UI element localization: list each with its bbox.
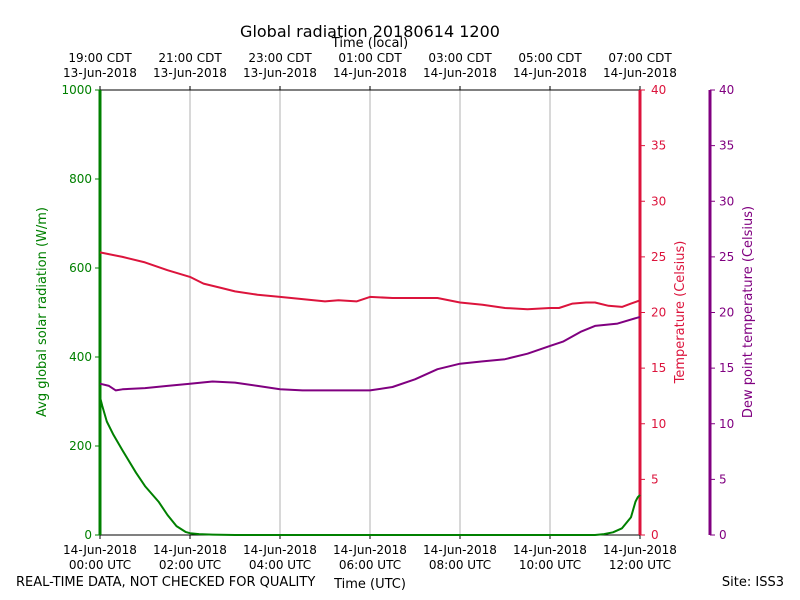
top-tick-label: 23:00 CDT [248, 51, 312, 65]
temperature-tick-label: 0 [651, 528, 659, 542]
x-axis-label: Time (UTC) [333, 577, 406, 592]
x-tick-label: 10:00 UTC [519, 558, 581, 572]
chart-title: Global radiation 20180614 1200 [240, 22, 500, 41]
top-tick-label: 13-Jun-2018 [63, 66, 137, 80]
top-tick-label: 03:00 CDT [428, 51, 492, 65]
site-label: Site: ISS3 [721, 575, 784, 590]
top-axis-label: Time (local) [331, 36, 408, 51]
x-tick-label: 14-Jun-2018 [603, 543, 677, 557]
left-tick-label: 1000 [61, 83, 92, 97]
data-quality-note: REAL-TIME DATA, NOT CHECKED FOR QUALITY [16, 575, 316, 590]
dewpoint-tick-label: 40 [719, 83, 734, 97]
right1-series-line [99, 251, 641, 311]
x-tick-label: 08:00 UTC [429, 558, 491, 572]
top-tick-label: 14-Jun-2018 [513, 66, 587, 80]
top-tick-label: 13-Jun-2018 [243, 66, 317, 80]
x-tick-label: 02:00 UTC [159, 558, 221, 572]
top-tick-label: 19:00 CDT [68, 51, 132, 65]
dewpoint-tick-label: 30 [719, 194, 734, 208]
temperature-tick-label: 40 [651, 83, 666, 97]
dewpoint-tick-label: 35 [719, 139, 734, 153]
left-series-line [99, 396, 641, 536]
dewpoint-tick-label: 5 [719, 472, 727, 486]
temperature-tick-label: 20 [651, 306, 666, 320]
left-tick-label: 600 [69, 261, 92, 275]
top-tick-label: 14-Jun-2018 [423, 66, 497, 80]
x-tick-label: 14-Jun-2018 [423, 543, 497, 557]
x-tick-label: 14-Jun-2018 [513, 543, 587, 557]
x-tick-label: 04:00 UTC [249, 558, 311, 572]
x-tick-label: 06:00 UTC [339, 558, 401, 572]
top-tick-label: 05:00 CDT [518, 51, 582, 65]
x-tick-label: 14-Jun-2018 [333, 543, 407, 557]
top-tick-label: 21:00 CDT [158, 51, 222, 65]
dewpoint-tick-label: 15 [719, 361, 734, 375]
left-tick-label: 200 [69, 439, 92, 453]
dewpoint-tick-label: 20 [719, 306, 734, 320]
left-tick-label: 0 [84, 528, 92, 542]
temperature-tick-label: 25 [651, 250, 666, 264]
temperature-tick-label: 5 [651, 472, 659, 486]
temperature-axis-label: Temperature (Celsius) [673, 241, 688, 385]
x-tick-label: 14-Jun-2018 [243, 543, 317, 557]
top-tick-label: 14-Jun-2018 [603, 66, 677, 80]
temperature-tick-label: 10 [651, 417, 666, 431]
x-tick-label: 12:00 UTC [609, 558, 671, 572]
x-tick-label: 14-Jun-2018 [153, 543, 227, 557]
temperature-tick-label: 35 [651, 139, 666, 153]
left-tick-label: 400 [69, 350, 92, 364]
x-tick-label: 00:00 UTC [69, 558, 131, 572]
temperature-tick-label: 15 [651, 361, 666, 375]
top-tick-label: 14-Jun-2018 [333, 66, 407, 80]
dewpoint-tick-label: 25 [719, 250, 734, 264]
top-tick-label: 07:00 CDT [608, 51, 672, 65]
x-tick-label: 14-Jun-2018 [63, 543, 137, 557]
dewpoint-axis-label: Dew point temperature (Celsius) [741, 206, 756, 418]
temperature-tick-label: 30 [651, 194, 666, 208]
left-tick-label: 800 [69, 172, 92, 186]
dewpoint-tick-label: 10 [719, 417, 734, 431]
right2-series-line [99, 315, 641, 392]
dewpoint-tick-label: 0 [719, 528, 727, 542]
left-axis-label: Avg global solar radiation (W/m) [35, 207, 50, 417]
top-tick-label: 13-Jun-2018 [153, 66, 227, 80]
top-tick-label: 01:00 CDT [338, 51, 402, 65]
